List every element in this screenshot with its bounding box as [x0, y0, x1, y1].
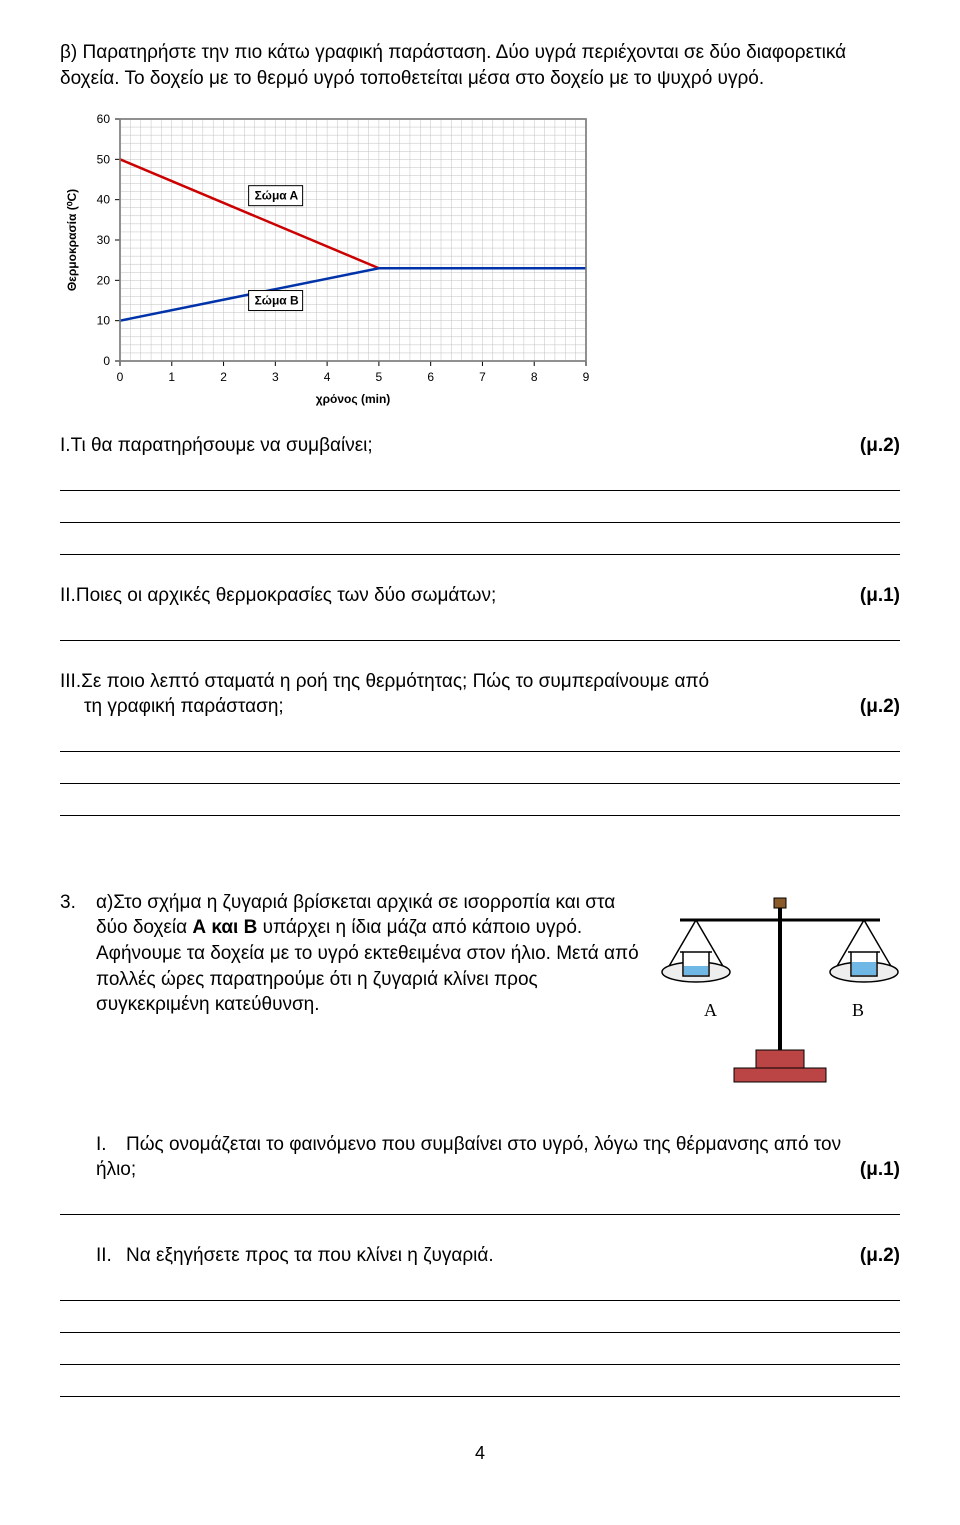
- svg-text:30: 30: [97, 233, 111, 247]
- question-II: II.Ποιες οι αρχικές θερμοκρασίες των δύο…: [60, 583, 860, 609]
- svg-text:7: 7: [479, 370, 486, 384]
- question-II-mark: (μ.1): [860, 583, 900, 609]
- question-II-label: II.: [60, 585, 76, 606]
- question-3-I-blanks: [60, 1189, 900, 1215]
- answer-blank-line: [60, 529, 900, 555]
- svg-text:2: 2: [220, 370, 227, 384]
- answer-blank-line: [60, 465, 900, 491]
- question-I-blanks: [60, 465, 900, 555]
- question-I-mark: (μ.2): [860, 433, 900, 459]
- svg-text:50: 50: [97, 153, 111, 167]
- answer-blank-line: [60, 1307, 900, 1333]
- question-3-I-label: I.: [96, 1132, 126, 1158]
- question-3-text: α)Στο σχήμα η ζυγαριά βρίσκεται αρχικά σ…: [96, 890, 660, 1018]
- page-number: 4: [60, 1441, 900, 1465]
- svg-text:Σώμα Β: Σώμα Β: [255, 294, 299, 308]
- question-III-text-a: Σε ποιο λεπτό σταματά η ροή της θερμότητ…: [81, 671, 709, 692]
- question-III-line1: III.Σε ποιο λεπτό σταματά η ροή της θερμ…: [60, 669, 900, 695]
- question-3-II-mark: (μ.2): [860, 1243, 900, 1269]
- svg-text:3: 3: [272, 370, 279, 384]
- question-3-I-text: Πώς ονομάζεται το φαινόμενο που συμβαίνε…: [96, 1134, 841, 1181]
- svg-text:8: 8: [531, 370, 538, 384]
- svg-text:10: 10: [97, 314, 111, 328]
- question-3-II-text: Να εξηγήσετε προς τα που κλίνει η ζυγαρι…: [126, 1245, 494, 1266]
- svg-text:1: 1: [168, 370, 175, 384]
- answer-blank-line: [60, 758, 900, 784]
- question-III-mark: (μ.2): [860, 694, 900, 720]
- balance-scale: AB: [660, 890, 900, 1110]
- answer-blank-line: [60, 615, 900, 641]
- question-I-label: I.: [60, 435, 71, 456]
- question-3-II-label: II.: [96, 1243, 126, 1269]
- svg-text:20: 20: [97, 274, 111, 288]
- intro-paragraph: β) Παρατηρήστε την πιο κάτω γραφική παρά…: [60, 40, 900, 91]
- question-III-blanks: [60, 726, 900, 816]
- svg-text:0: 0: [103, 354, 110, 368]
- question-II-blanks: [60, 615, 900, 641]
- answer-blank-line: [60, 790, 900, 816]
- svg-text:Θερμοκρασία (⁰C): Θερμοκρασία (⁰C): [65, 189, 79, 291]
- question-3-number: 3.: [60, 890, 96, 916]
- svg-text:5: 5: [376, 370, 383, 384]
- answer-blank-line: [60, 1371, 900, 1397]
- svg-text:B: B: [852, 1000, 864, 1020]
- question-I-text: Τι θα παρατηρήσουμε να συμβαίνει;: [71, 435, 373, 456]
- svg-text:A: A: [704, 1000, 717, 1020]
- line-chart-svg: 0 1 2 3 4 5 6 7 8 9 0 10 20 30 40 50 60 χρόνος (min) Θερμο…: [60, 109, 600, 409]
- question-3-II: II.Να εξηγήσετε προς τα που κλίνει η ζυγ…: [96, 1243, 860, 1269]
- answer-blank-line: [60, 726, 900, 752]
- svg-text:Σώμα Α: Σώμα Α: [255, 189, 299, 203]
- question-3-I-mark: (μ.1): [860, 1157, 900, 1183]
- temperature-chart: 0 1 2 3 4 5 6 7 8 9 0 10 20 30 40 50 60 χρόνος (min) Θερμο…: [60, 109, 900, 409]
- answer-blank-line: [60, 1189, 900, 1215]
- svg-text:40: 40: [97, 193, 111, 207]
- balance-scale-svg: AB: [660, 890, 900, 1110]
- question-II-text: Ποιες οι αρχικές θερμοκρασίες των δύο σω…: [76, 585, 496, 606]
- question-3-I: I.Πώς ονομάζεται το φαινόμενο που συμβαί…: [96, 1132, 860, 1183]
- svg-text:60: 60: [97, 112, 111, 126]
- svg-text:9: 9: [583, 370, 590, 384]
- svg-text:χρόνος (min): χρόνος (min): [316, 392, 391, 406]
- answer-blank-line: [60, 497, 900, 523]
- answer-blank-line: [60, 1275, 900, 1301]
- svg-text:6: 6: [427, 370, 434, 384]
- svg-text:0: 0: [117, 370, 124, 384]
- svg-text:4: 4: [324, 370, 331, 384]
- question-III-line2: τη γραφική παράσταση;: [60, 694, 860, 720]
- question-I: I.Τι θα παρατηρήσουμε να συμβαίνει;: [60, 433, 860, 459]
- question-III-label: III.: [60, 671, 81, 692]
- answer-blank-line: [60, 1339, 900, 1365]
- question-3-II-blanks: [60, 1275, 900, 1397]
